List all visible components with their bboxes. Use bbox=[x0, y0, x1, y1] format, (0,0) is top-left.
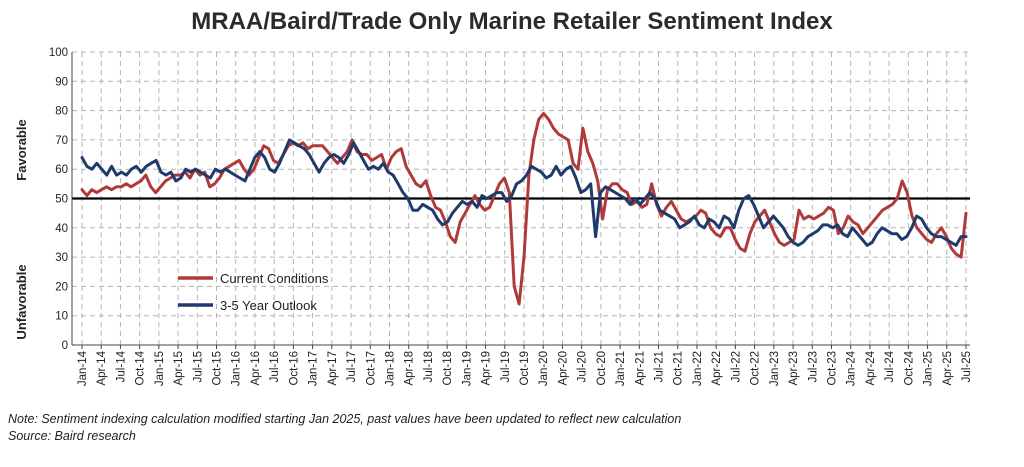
x-tick-label: Jan-16 bbox=[231, 351, 243, 386]
x-tick-label: Oct-21 bbox=[673, 351, 685, 386]
x-tick-label: Apr-15 bbox=[173, 351, 185, 386]
y-tick-label: 20 bbox=[55, 281, 68, 293]
x-tick-label: Apr-19 bbox=[481, 351, 493, 386]
x-tick-label: Jan-23 bbox=[769, 351, 781, 386]
y-tick-label: 70 bbox=[55, 135, 68, 147]
x-tick-label: Oct-19 bbox=[519, 351, 531, 386]
x-tick-label: Oct-24 bbox=[903, 350, 915, 385]
x-tick-label: Apr-24 bbox=[865, 350, 877, 385]
x-tick-label: Apr-18 bbox=[404, 351, 416, 386]
x-tick-label: Oct-16 bbox=[288, 351, 300, 386]
x-tick-label: Jan-14 bbox=[77, 350, 89, 386]
x-tick-label: Jan-21 bbox=[615, 351, 627, 386]
x-tick-label: Jul-22 bbox=[730, 351, 742, 382]
x-tick-label: Jan-18 bbox=[384, 351, 396, 386]
x-tick-label: Jan-19 bbox=[461, 351, 473, 386]
x-tick-label: Jul-15 bbox=[192, 351, 204, 382]
x-tick-label: Jan-15 bbox=[154, 351, 166, 386]
x-tick-label: Jul-14 bbox=[115, 350, 127, 382]
x-tick-label: Jan-20 bbox=[538, 351, 550, 386]
x-tick-label: Jan-22 bbox=[692, 351, 704, 386]
source-note: Source: Baird research bbox=[8, 429, 136, 443]
x-tick-label: Jul-18 bbox=[423, 351, 435, 382]
y-tick-label: 50 bbox=[55, 194, 68, 206]
x-tick-label: Apr-25 bbox=[942, 351, 954, 386]
x-tick-label: Jul-20 bbox=[577, 351, 589, 382]
y-axis-ticks: 0 10 20 30 40 50 60 70 80 90 100 bbox=[49, 47, 68, 352]
x-tick-label: Apr-16 bbox=[250, 351, 262, 386]
y-tick-label: 60 bbox=[55, 164, 68, 176]
y-tick-label: 10 bbox=[55, 311, 68, 323]
legend-label-current: Current Conditions bbox=[220, 271, 329, 286]
series-lines bbox=[80, 112, 968, 306]
x-tick-label: Apr-17 bbox=[327, 351, 339, 386]
x-tick-label: Jul-21 bbox=[654, 351, 666, 382]
x-tick-label: Jul-16 bbox=[269, 351, 281, 382]
y-tick-label: 40 bbox=[55, 223, 68, 235]
y-tick-label: 0 bbox=[62, 340, 68, 352]
legend-label-outlook: 3-5 Year Outlook bbox=[220, 298, 317, 313]
x-tick-label: Oct-18 bbox=[442, 351, 454, 386]
x-axis-ticks: Jan-14 Apr-14 Jul-14 Oct-14 Jan-15 Apr-15 Jul-… bbox=[77, 345, 973, 386]
x-tick-label: Apr-14 bbox=[96, 350, 108, 385]
y-tick-label: 90 bbox=[55, 76, 68, 88]
x-tick-label: Oct-15 bbox=[212, 351, 224, 386]
legend: Current Conditions 3-5 Year Outlook bbox=[178, 271, 329, 313]
y-tick-label: 30 bbox=[55, 252, 68, 264]
favorable-label: Favorable bbox=[14, 119, 29, 180]
x-tick-label: Jan-25 bbox=[923, 351, 935, 386]
x-tick-label: Oct-14 bbox=[135, 350, 147, 385]
x-tick-label: Apr-20 bbox=[557, 351, 569, 386]
x-tick-label: Apr-21 bbox=[634, 351, 646, 386]
y-tick-label: 80 bbox=[55, 106, 68, 118]
x-tick-label: Jul-25 bbox=[961, 351, 973, 382]
x-tick-label: Jul-23 bbox=[807, 351, 819, 382]
x-tick-label: Apr-23 bbox=[788, 351, 800, 386]
x-tick-label: Jul-17 bbox=[346, 351, 358, 382]
x-tick-label: Oct-23 bbox=[826, 351, 838, 386]
x-tick-label: Jul-24 bbox=[884, 350, 896, 382]
y-tick-label: 100 bbox=[49, 47, 68, 59]
series-line-current-conditions bbox=[80, 112, 968, 306]
x-tick-label: Oct-20 bbox=[596, 351, 608, 386]
x-tick-label: Oct-17 bbox=[365, 351, 377, 386]
calculation-note: Note: Sentiment indexing calculation mod… bbox=[8, 412, 682, 426]
chart-title: MRAA/Baird/Trade Only Marine Retailer Se… bbox=[191, 8, 833, 35]
x-tick-label: Jul-19 bbox=[500, 351, 512, 382]
x-tick-label: Jan-24 bbox=[846, 350, 858, 386]
x-tick-label: Jan-17 bbox=[308, 351, 320, 386]
series-line-3-5-year-outlook bbox=[80, 138, 968, 247]
x-tick-label: Oct-22 bbox=[750, 351, 762, 386]
unfavorable-label: Unfavorable bbox=[14, 264, 29, 339]
x-tick-label: Apr-22 bbox=[711, 351, 723, 386]
